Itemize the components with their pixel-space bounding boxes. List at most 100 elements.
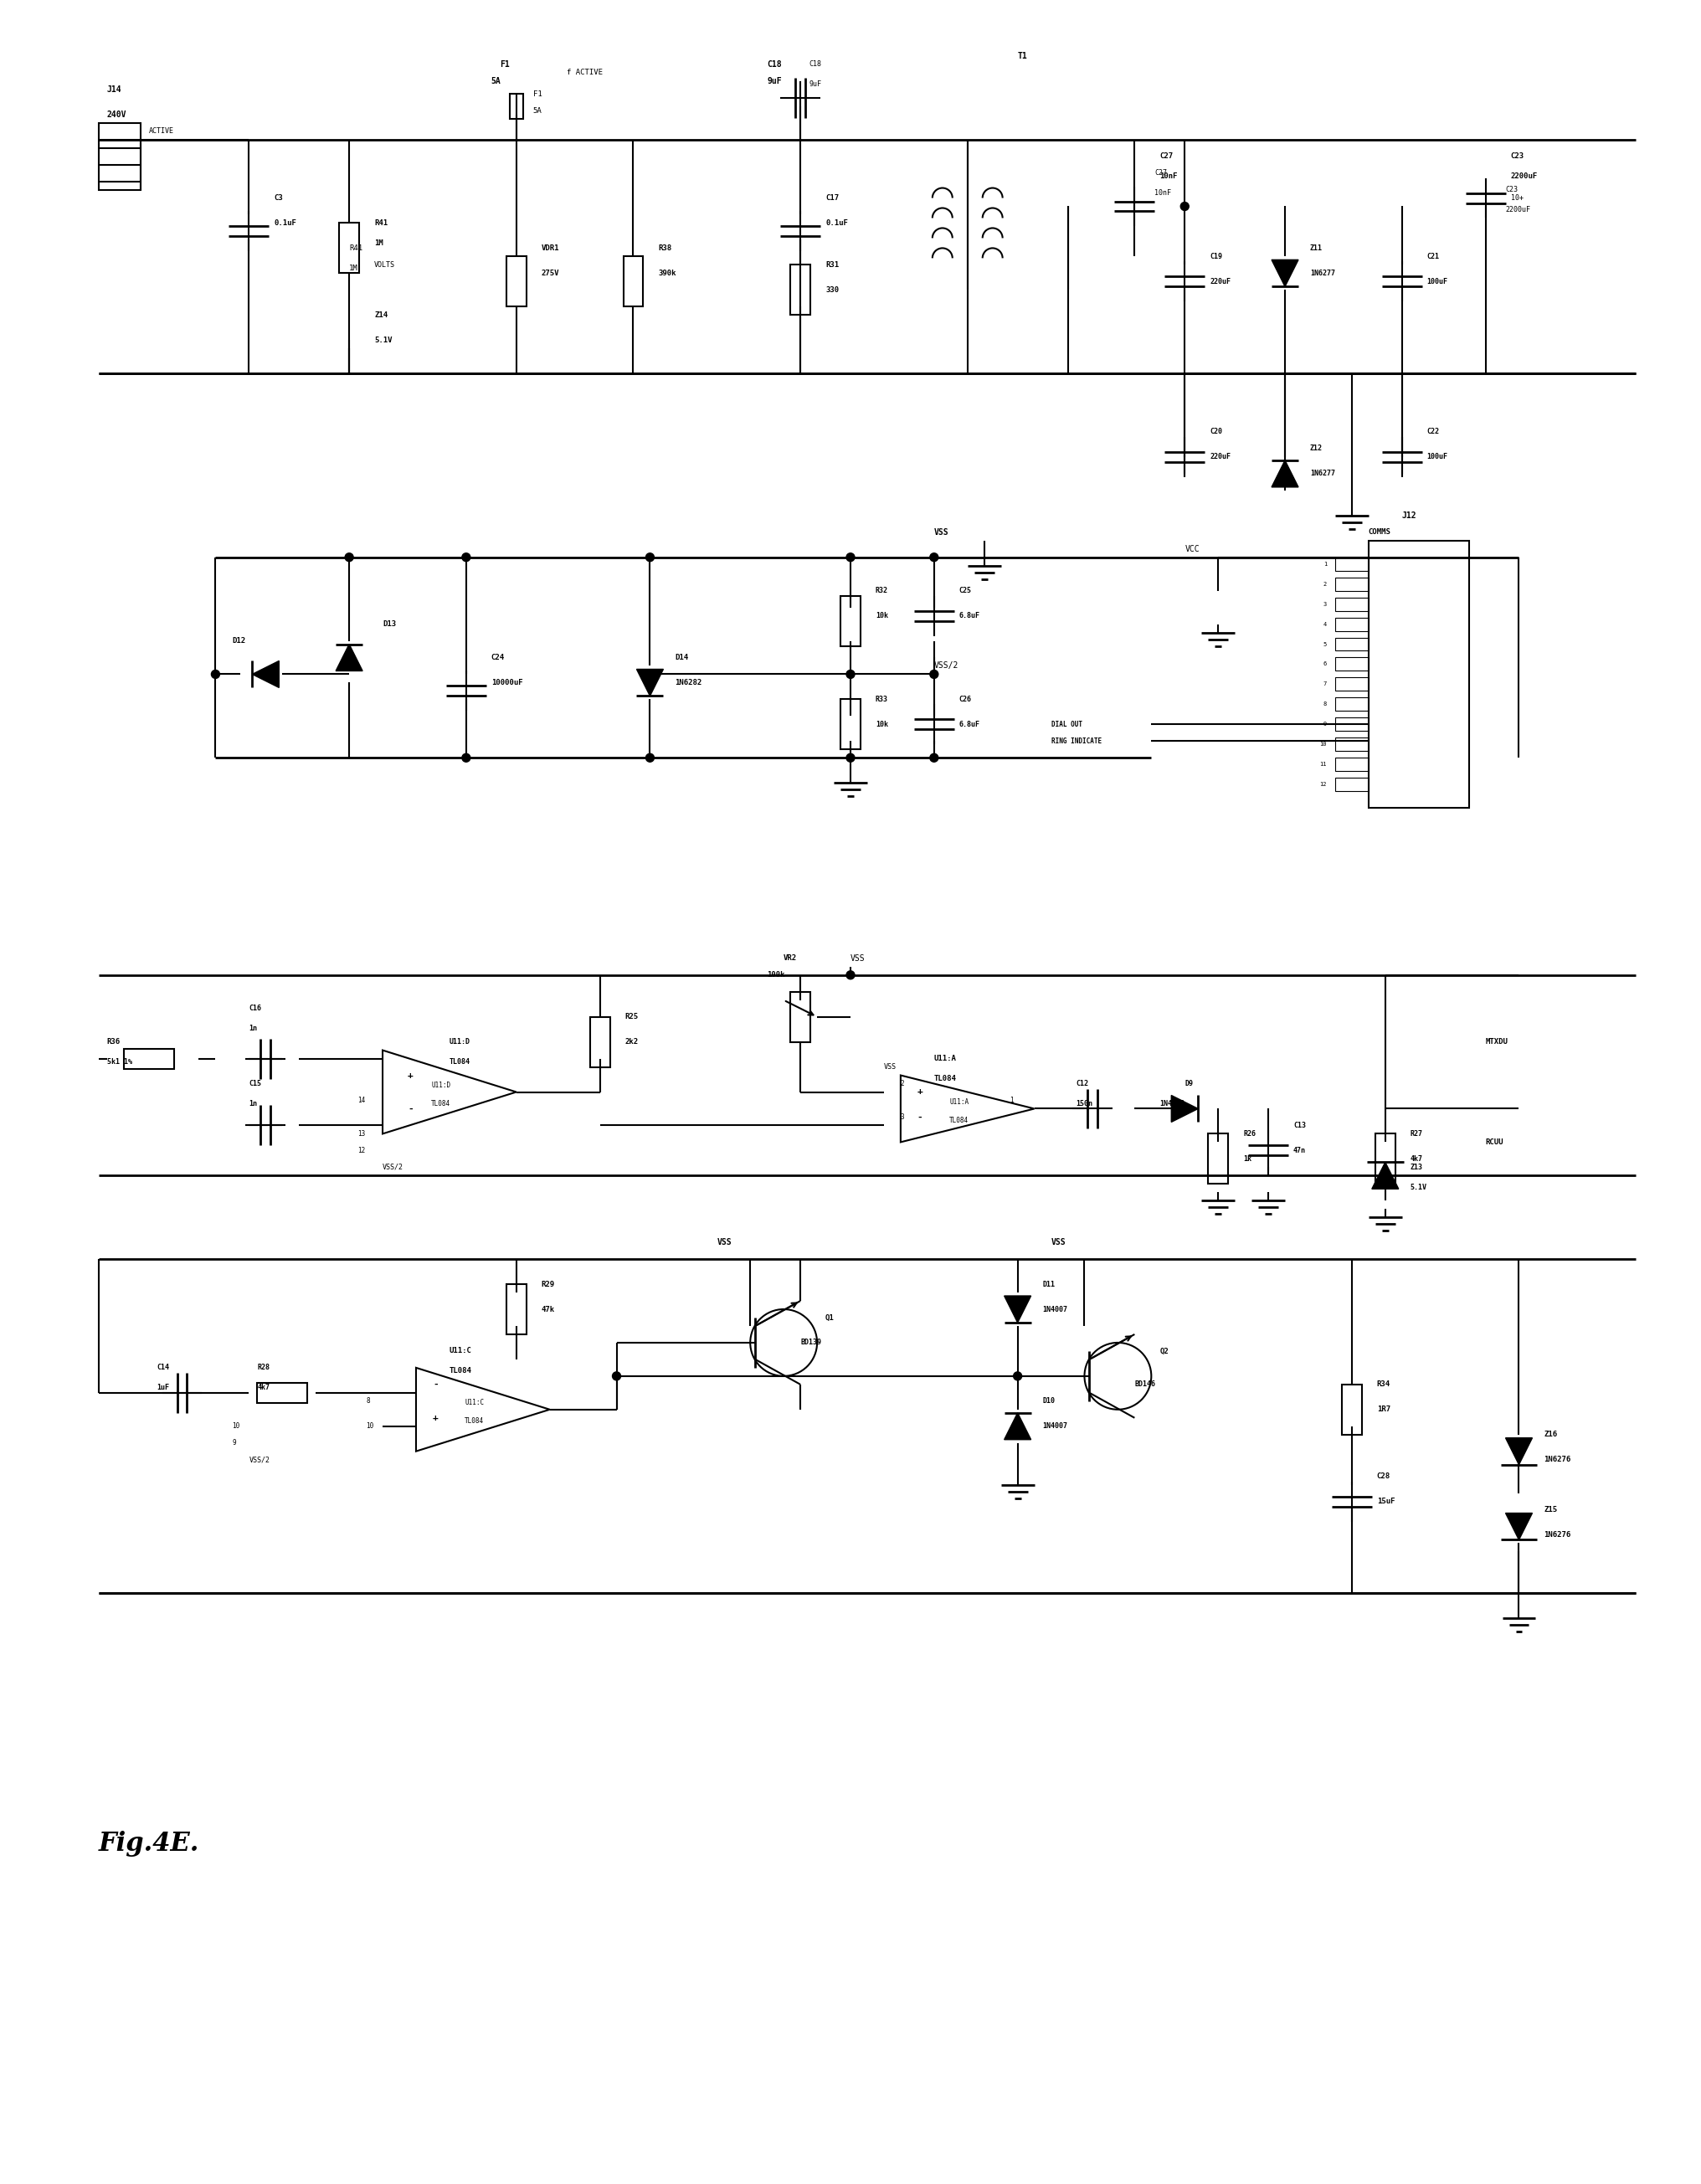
Text: 0.1uF: 0.1uF: [825, 218, 847, 227]
Text: Z15: Z15: [1545, 1507, 1558, 1514]
Text: 4: 4: [1323, 622, 1327, 627]
Text: VSS: VSS: [850, 954, 866, 963]
Text: 10nF: 10nF: [1160, 173, 1177, 179]
Text: 4k7: 4k7: [1410, 1155, 1422, 1162]
Bar: [590, 1018, 611, 1068]
Text: 150n: 150n: [1077, 1101, 1092, 1107]
Text: 5A: 5A: [492, 76, 502, 85]
Circle shape: [847, 972, 854, 978]
Bar: [1342, 1385, 1363, 1435]
Bar: [791, 992, 810, 1042]
Text: 10nF: 10nF: [1155, 190, 1172, 197]
Text: 10+: 10+: [1510, 194, 1522, 201]
Bar: [1335, 677, 1369, 690]
Text: C17: C17: [825, 194, 839, 201]
Text: C25: C25: [959, 587, 971, 594]
Text: F1: F1: [532, 90, 543, 98]
Circle shape: [847, 753, 854, 762]
Text: C28: C28: [1376, 1472, 1390, 1481]
Text: 1n: 1n: [248, 1024, 257, 1033]
Text: RCUU: RCUU: [1485, 1138, 1504, 1147]
Text: T1: T1: [1017, 52, 1027, 61]
Text: 1N6277: 1N6277: [1310, 470, 1335, 478]
Text: R41: R41: [349, 245, 362, 251]
Circle shape: [930, 753, 939, 762]
Text: 8: 8: [366, 1398, 369, 1404]
Text: 9uF: 9uF: [767, 76, 782, 85]
Text: 10k: 10k: [876, 721, 888, 727]
Text: 1R7: 1R7: [1376, 1406, 1390, 1413]
Text: 3: 3: [900, 1114, 905, 1120]
Text: 330: 330: [825, 286, 839, 293]
Text: 2200uF: 2200uF: [1510, 173, 1538, 179]
Bar: [124, 1048, 174, 1068]
Bar: [791, 264, 810, 314]
Text: -: -: [432, 1380, 439, 1389]
Text: 10000uF: 10000uF: [492, 679, 522, 686]
Bar: [1335, 557, 1369, 570]
Text: -: -: [408, 1105, 413, 1114]
Text: J12: J12: [1402, 511, 1417, 520]
Text: 10: 10: [233, 1422, 240, 1431]
Text: D12: D12: [233, 638, 245, 644]
Text: R41: R41: [374, 218, 388, 227]
Bar: [1335, 618, 1369, 631]
Text: 5: 5: [1323, 642, 1327, 646]
Polygon shape: [1272, 461, 1298, 487]
Text: U11:D: U11:D: [432, 1081, 451, 1090]
Text: VSS: VSS: [716, 1238, 731, 1247]
Circle shape: [345, 553, 354, 561]
Text: VSS: VSS: [934, 529, 949, 537]
Text: 5k1 1%: 5k1 1%: [107, 1059, 133, 1066]
Text: C23: C23: [1505, 186, 1517, 194]
Text: C22: C22: [1427, 428, 1439, 435]
Bar: [840, 699, 861, 749]
Text: Z14: Z14: [374, 310, 388, 319]
Text: U11:A: U11:A: [934, 1055, 956, 1061]
Text: TL084: TL084: [449, 1367, 471, 1376]
Text: 9: 9: [1323, 723, 1327, 727]
Text: C18: C18: [808, 61, 822, 68]
Text: +: +: [432, 1413, 439, 1422]
Text: TL084: TL084: [432, 1101, 451, 1107]
Circle shape: [646, 553, 655, 561]
Text: TL084: TL084: [949, 1116, 970, 1125]
Text: +: +: [917, 1088, 924, 1096]
Text: C23: C23: [1510, 153, 1524, 159]
Text: C12: C12: [1077, 1079, 1089, 1088]
Text: VSS/2: VSS/2: [248, 1457, 270, 1463]
Text: R36: R36: [107, 1037, 121, 1046]
Text: 47n: 47n: [1293, 1147, 1306, 1155]
Circle shape: [847, 553, 854, 561]
Bar: [1335, 697, 1369, 712]
Text: C24: C24: [492, 653, 505, 662]
Text: C15: C15: [248, 1079, 262, 1088]
Bar: [840, 596, 861, 646]
Text: C27: C27: [1160, 153, 1174, 159]
Text: 100uF: 100uF: [1427, 277, 1448, 286]
Text: C14: C14: [156, 1365, 170, 1372]
Text: 12: 12: [357, 1147, 366, 1155]
Bar: [1369, 542, 1468, 808]
Text: U11:D: U11:D: [449, 1037, 471, 1046]
Bar: [623, 256, 643, 306]
Text: 11: 11: [1320, 762, 1327, 767]
Text: 5.1V: 5.1V: [1410, 1184, 1427, 1190]
Bar: [1335, 738, 1369, 751]
Bar: [510, 94, 522, 118]
Text: R28: R28: [257, 1365, 270, 1372]
Text: VSS: VSS: [1051, 1238, 1067, 1247]
Text: 1M: 1M: [374, 240, 383, 247]
Text: TL084: TL084: [449, 1059, 471, 1066]
Text: 9: 9: [233, 1439, 236, 1446]
Text: VOLTS: VOLTS: [374, 262, 395, 269]
Text: 1N6277: 1N6277: [1310, 269, 1335, 277]
Text: D9: D9: [1184, 1079, 1192, 1088]
Text: f ACTIVE: f ACTIVE: [566, 70, 602, 76]
Polygon shape: [1004, 1413, 1031, 1439]
Text: 3: 3: [1323, 601, 1327, 607]
Text: Q2: Q2: [1160, 1348, 1169, 1354]
Text: C27: C27: [1155, 168, 1167, 177]
Polygon shape: [335, 644, 362, 670]
Text: BD146: BD146: [1135, 1380, 1155, 1389]
